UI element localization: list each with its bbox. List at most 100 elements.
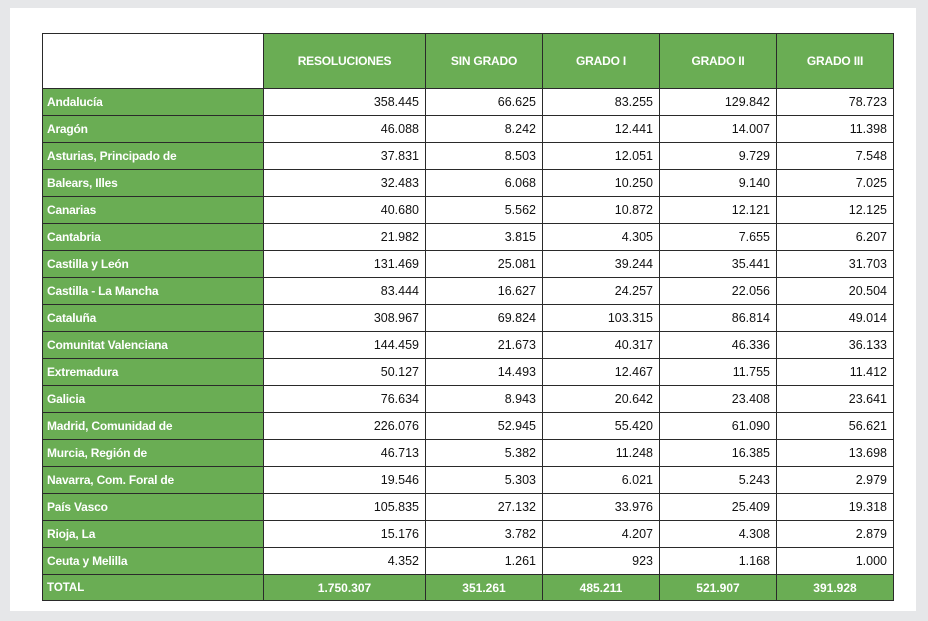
cell-grado-ii: 7.655 [659, 223, 777, 251]
cell-sin-grado: 25.081 [425, 250, 543, 278]
region-name-cell: Aragón [42, 115, 264, 143]
region-name-cell: Rioja, La [42, 520, 264, 548]
cell-grado-i: 33.976 [542, 493, 660, 521]
region-name-cell: Castilla y León [42, 250, 264, 278]
cell-grado-i: 24.257 [542, 277, 660, 305]
total-grado-ii: 521.907 [659, 574, 777, 601]
cell-grado-iii: 20.504 [776, 277, 894, 305]
cell-grado-iii: 11.412 [776, 358, 894, 386]
cell-resoluciones: 15.176 [263, 520, 426, 548]
table-row: Aragón 46.088 8.242 12.441 14.007 11.398 [42, 115, 894, 143]
cell-resoluciones: 32.483 [263, 169, 426, 197]
cell-grado-iii: 1.000 [776, 547, 894, 575]
region-name-cell: Extremadura [42, 358, 264, 386]
cell-sin-grado: 3.782 [425, 520, 543, 548]
cell-resoluciones: 308.967 [263, 304, 426, 332]
region-name-cell: Madrid, Comunidad de [42, 412, 264, 440]
cell-sin-grado: 5.303 [425, 466, 543, 494]
cell-grado-i: 923 [542, 547, 660, 575]
region-name-cell: Navarra, Com. Foral de [42, 466, 264, 494]
cell-grado-i: 10.872 [542, 196, 660, 224]
header-grado-i: GRADO I [542, 33, 660, 89]
cell-grado-ii: 11.755 [659, 358, 777, 386]
cell-resoluciones: 19.546 [263, 466, 426, 494]
cell-grado-i: 20.642 [542, 385, 660, 413]
cell-grado-ii: 22.056 [659, 277, 777, 305]
table-row: Castilla y León 131.469 25.081 39.244 35.441… [42, 250, 894, 278]
cell-grado-ii: 129.842 [659, 88, 777, 116]
cell-grado-ii: 35.441 [659, 250, 777, 278]
table-row: Extremadura 50.127 14.493 12.467 11.755 11.41… [42, 358, 894, 386]
cell-grado-i: 55.420 [542, 412, 660, 440]
cell-sin-grado: 52.945 [425, 412, 543, 440]
cell-sin-grado: 8.943 [425, 385, 543, 413]
header-grado-ii: GRADO II [659, 33, 777, 89]
cell-sin-grado: 27.132 [425, 493, 543, 521]
cell-grado-i: 12.051 [542, 142, 660, 170]
region-name-cell: Castilla - La Mancha [42, 277, 264, 305]
total-grado-i: 485.211 [542, 574, 660, 601]
cell-sin-grado: 21.673 [425, 331, 543, 359]
cell-grado-ii: 86.814 [659, 304, 777, 332]
cell-grado-i: 40.317 [542, 331, 660, 359]
cell-sin-grado: 8.503 [425, 142, 543, 170]
header-corner-cell [42, 33, 264, 89]
cell-resoluciones: 358.445 [263, 88, 426, 116]
cell-grado-iii: 7.025 [776, 169, 894, 197]
table-row: País Vasco 105.835 27.132 33.976 25.409 19.31… [42, 493, 894, 521]
cell-grado-ii: 61.090 [659, 412, 777, 440]
cell-sin-grado: 5.562 [425, 196, 543, 224]
cell-grado-iii: 49.014 [776, 304, 894, 332]
table-row: Balears, Illes 32.483 6.068 10.250 9.140 7.02… [42, 169, 894, 197]
total-resoluciones: 1.750.307 [263, 574, 426, 601]
header-grado-iii: GRADO III [776, 33, 894, 89]
header-row: RESOLUCIONES SIN GRADO GRADO I GRADO II … [42, 33, 894, 89]
cell-sin-grado: 16.627 [425, 277, 543, 305]
cell-grado-iii: 2.979 [776, 466, 894, 494]
cell-grado-ii: 12.121 [659, 196, 777, 224]
table-row: Andalucía 358.445 66.625 83.255 129.842 78.72… [42, 88, 894, 116]
table-row: Canarias 40.680 5.562 10.872 12.121 12.125 [42, 196, 894, 224]
cell-grado-ii: 25.409 [659, 493, 777, 521]
cell-grado-ii: 9.140 [659, 169, 777, 197]
cell-resoluciones: 226.076 [263, 412, 426, 440]
table-row: Murcia, Región de 46.713 5.382 11.248 16.385… [42, 439, 894, 467]
region-name-cell: Andalucía [42, 88, 264, 116]
cell-grado-i: 10.250 [542, 169, 660, 197]
cell-grado-iii: 11.398 [776, 115, 894, 143]
region-name-cell: Galicia [42, 385, 264, 413]
cell-sin-grado: 3.815 [425, 223, 543, 251]
table-row: Navarra, Com. Foral de 19.546 5.303 6.021 5.… [42, 466, 894, 494]
table-row: Cataluña 308.967 69.824 103.315 86.814 49.014 [42, 304, 894, 332]
cell-resoluciones: 46.713 [263, 439, 426, 467]
table-row: Cantabria 21.982 3.815 4.305 7.655 6.207 [42, 223, 894, 251]
region-name-cell: Balears, Illes [42, 169, 264, 197]
table-row: Comunitat Valenciana 144.459 21.673 40.317 4… [42, 331, 894, 359]
total-label: TOTAL [42, 574, 264, 601]
cell-resoluciones: 105.835 [263, 493, 426, 521]
cell-grado-i: 11.248 [542, 439, 660, 467]
cell-grado-i: 83.255 [542, 88, 660, 116]
cell-resoluciones: 83.444 [263, 277, 426, 305]
cell-grado-iii: 2.879 [776, 520, 894, 548]
region-name-cell: Canarias [42, 196, 264, 224]
cell-sin-grado: 6.068 [425, 169, 543, 197]
region-name-cell: Ceuta y Melilla [42, 547, 264, 575]
cell-sin-grado: 8.242 [425, 115, 543, 143]
cell-grado-iii: 31.703 [776, 250, 894, 278]
cell-grado-i: 4.305 [542, 223, 660, 251]
table-row: Rioja, La 15.176 3.782 4.207 4.308 2.879 [42, 520, 894, 548]
cell-grado-iii: 7.548 [776, 142, 894, 170]
cell-resoluciones: 4.352 [263, 547, 426, 575]
cell-grado-i: 4.207 [542, 520, 660, 548]
resolutions-table: RESOLUCIONES SIN GRADO GRADO I GRADO II … [42, 33, 894, 601]
cell-resoluciones: 76.634 [263, 385, 426, 413]
region-name-cell: Comunitat Valenciana [42, 331, 264, 359]
header-resoluciones: RESOLUCIONES [263, 33, 426, 89]
cell-resoluciones: 21.982 [263, 223, 426, 251]
cell-grado-iii: 56.621 [776, 412, 894, 440]
cell-grado-ii: 23.408 [659, 385, 777, 413]
cell-grado-iii: 36.133 [776, 331, 894, 359]
cell-grado-ii: 1.168 [659, 547, 777, 575]
cell-sin-grado: 5.382 [425, 439, 543, 467]
